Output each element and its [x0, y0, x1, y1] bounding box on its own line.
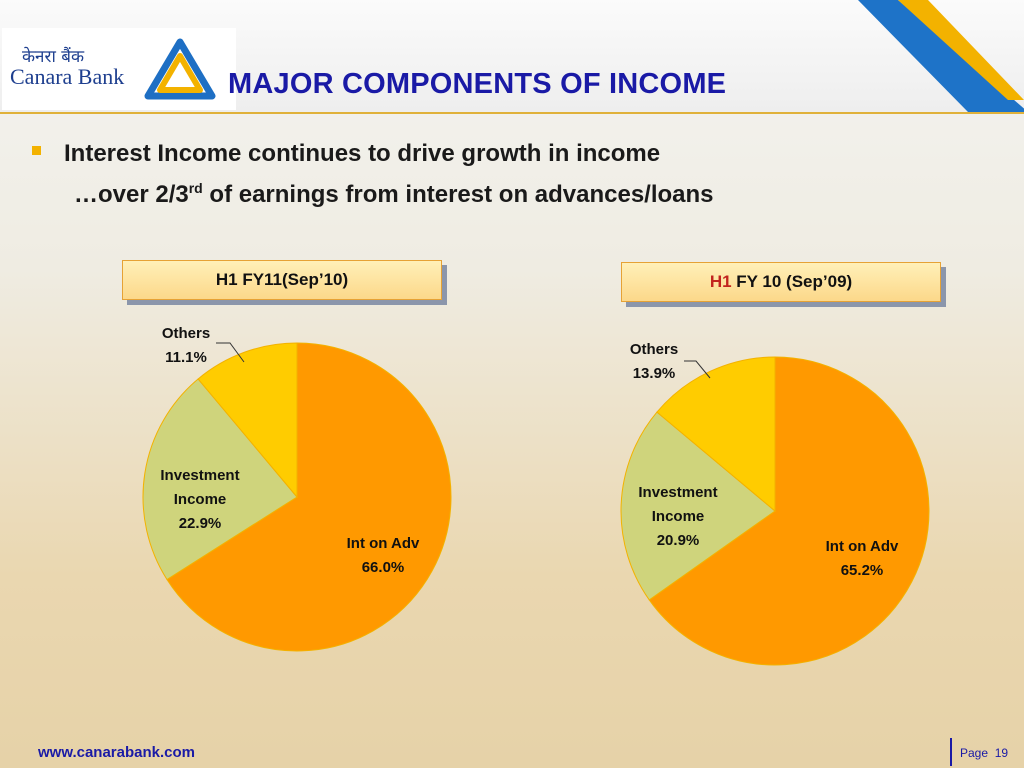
pie1-others-leader-line [216, 342, 245, 363]
pie2-slice-3-label: Others 13.9% [630, 341, 678, 382]
bullet-text-1: Interest Income continues to drive growt… [64, 140, 661, 167]
pie1-slice-3 [197, 342, 298, 499]
logo-hindi-text: केनरा बैंक [22, 47, 85, 67]
bullet-icon [32, 146, 41, 155]
pie2-slice-1 [648, 356, 930, 666]
pie1-slice-2 [142, 378, 298, 581]
footer-website-link[interactable]: www.canarabank.com [38, 744, 196, 761]
page-label: Page [960, 746, 989, 760]
pie2-others-leader-line [684, 360, 711, 379]
pie2-slice-2-label: Investment Income 20.9% [638, 484, 717, 549]
pie1-slice-1 [166, 342, 452, 652]
bullet-text-2-sup: rd [188, 180, 203, 196]
bullet-text-2-post: of earnings from interest on advances/lo… [202, 181, 714, 208]
pie1-slice-2-label: Investment Income 22.9% [160, 467, 239, 532]
canara-bank-logo: केनरा बैंक Canara Bank [2, 28, 236, 110]
chart-title-2: H1 FY 10 (Sep’09) [621, 262, 941, 302]
chart-title-2-text: FY 10 (Sep’09) [736, 272, 853, 291]
pie1-slice-3-label: Others 11.1% [162, 325, 210, 366]
footer-divider [950, 738, 952, 766]
pie2-slice-2 [620, 411, 776, 601]
slide-title: MAJOR COMPONENTS OF INCOME [228, 68, 727, 100]
header-swoosh [858, 0, 1024, 112]
bullet-text-2-pre: …over 2/3 [74, 181, 189, 208]
chart-title-2-prefix: H1 [709, 272, 732, 291]
footer-page-number: Page 19 [960, 746, 1008, 760]
chart-title-1: H1 FY11(Sep’10) [122, 260, 442, 300]
pie2-slice-1-label: Int on Adv 65.2% [826, 538, 899, 579]
pie1-slice-1-label: Int on Adv 66.0% [347, 535, 420, 576]
page-number: 19 [994, 746, 1009, 760]
logo-english-text: Canara Bank [10, 64, 125, 89]
bullet-text-2: …over 2/3rd of earnings from interest on… [74, 180, 714, 209]
triangle-logo-icon [144, 38, 216, 100]
pie2-slice-3 [656, 356, 776, 513]
